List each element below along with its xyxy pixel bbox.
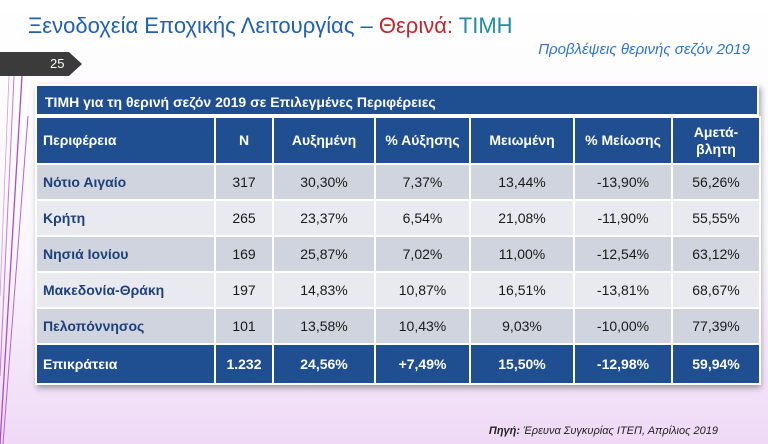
increased-cell: 23,37%: [272, 199, 376, 237]
header-unchanged: Αμετά-βλητη: [671, 116, 761, 165]
source-note: Πηγή: Έρευνα Συγκυρίας ΙΤΕΠ, Απρίλιος 20…: [489, 425, 718, 437]
decrease-pct-cell: -12,54%: [573, 235, 673, 273]
table-total-row: Επικράτεια 1.232 24,56% +7,49% 15,50% -1…: [35, 343, 761, 385]
slide-subtitle: Προβλέψεις θερινής σεζόν 2019: [538, 41, 750, 58]
decorative-lines: [0, 76, 29, 444]
header-n: Ν: [214, 116, 274, 165]
title-part-1: Ξενοδοχεία Εποχικής Λειτουργίας –: [28, 13, 379, 38]
slide-number-badge: 25: [0, 52, 82, 76]
increased-cell: 14,83%: [272, 271, 376, 309]
unchanged-cell: 63,12%: [671, 235, 761, 273]
increase-pct-cell: 6,54%: [374, 199, 471, 237]
decrease-pct-cell: -10,00%: [573, 307, 673, 345]
header-decrease-pct: % Μείωσης: [573, 116, 673, 165]
total-unchanged-cell: 59,94%: [671, 343, 761, 385]
n-cell: 317: [214, 163, 274, 201]
decreased-cell: 9,03%: [469, 307, 575, 345]
header-region: Περιφέρεια: [35, 116, 216, 165]
increase-pct-cell: 10,43%: [374, 307, 471, 345]
increase-pct-cell: 7,37%: [374, 163, 471, 201]
n-cell: 265: [214, 199, 274, 237]
table-row: Νησιά Ιονίου 169 25,87% 7,02% 11,00% -12…: [35, 235, 761, 273]
decreased-cell: 11,00%: [469, 235, 575, 273]
price-table-container: ΤΙΜΗ για τη θερινή σεζόν 2019 σε Επιλεγμ…: [35, 84, 761, 385]
source-text: Έρευνα Συγκυρίας ΙΤΕΠ, Απρίλιος 2019: [520, 425, 718, 437]
total-decrease-pct-cell: -12,98%: [573, 343, 673, 385]
unchanged-cell: 55,55%: [671, 199, 761, 237]
total-increase-pct-cell: +7,49%: [374, 343, 471, 385]
total-n-cell: 1.232: [214, 343, 274, 385]
increased-cell: 30,30%: [272, 163, 376, 201]
region-cell: Νότιο Αιγαίο: [35, 163, 216, 201]
table-row: Πελοπόννησος 101 13,58% 10,43% 9,03% -10…: [35, 307, 761, 345]
header-increased: Αυξημένη: [272, 116, 376, 165]
region-cell: Πελοπόννησος: [35, 307, 216, 345]
unchanged-cell: 56,26%: [671, 163, 761, 201]
table-row: Μακεδονία-Θράκη 197 14,83% 10,87% 16,51%…: [35, 271, 761, 309]
increased-cell: 13,58%: [272, 307, 376, 345]
n-cell: 197: [214, 271, 274, 309]
n-cell: 101: [214, 307, 274, 345]
region-cell: Νησιά Ιονίου: [35, 235, 216, 273]
region-cell: Μακεδονία-Θράκη: [35, 271, 216, 309]
decrease-pct-cell: -11,90%: [573, 199, 673, 237]
decreased-cell: 21,08%: [469, 199, 575, 237]
total-region-cell: Επικράτεια: [35, 343, 216, 385]
title-part-3: ΤΙΜΗ: [453, 13, 513, 38]
decrease-pct-cell: -13,81%: [573, 271, 673, 309]
increased-cell: 25,87%: [272, 235, 376, 273]
header-increase-pct: % Αύξησης: [374, 116, 471, 165]
table-header-row: Περιφέρεια Ν Αυξημένη % Αύξησης Μειωμένη…: [35, 116, 761, 165]
n-cell: 169: [214, 235, 274, 273]
total-increased-cell: 24,56%: [272, 343, 376, 385]
price-table: Περιφέρεια Ν Αυξημένη % Αύξησης Μειωμένη…: [35, 116, 761, 385]
increase-pct-cell: 7,02%: [374, 235, 471, 273]
decrease-pct-cell: -13,90%: [573, 163, 673, 201]
region-cell: Κρήτη: [35, 199, 216, 237]
title-part-2: Θερινά:: [378, 13, 454, 38]
slide-title: Ξενοδοχεία Εποχικής Λειτουργίας – Θερινά…: [28, 13, 513, 39]
increase-pct-cell: 10,87%: [374, 271, 471, 309]
table-row: Κρήτη 265 23,37% 6,54% 21,08% -11,90% 55…: [35, 199, 761, 237]
table-title: ΤΙΜΗ για τη θερινή σεζόν 2019 σε Επιλεγμ…: [35, 84, 759, 116]
unchanged-cell: 68,67%: [671, 271, 761, 309]
source-label: Πηγή:: [488, 425, 521, 437]
table-row: Νότιο Αιγαίο 317 30,30% 7,37% 13,44% -13…: [35, 163, 761, 201]
decreased-cell: 16,51%: [469, 271, 575, 309]
unchanged-cell: 77,39%: [671, 307, 761, 345]
header-decreased: Μειωμένη: [469, 116, 575, 165]
decreased-cell: 13,44%: [469, 163, 575, 201]
total-decreased-cell: 15,50%: [469, 343, 575, 385]
